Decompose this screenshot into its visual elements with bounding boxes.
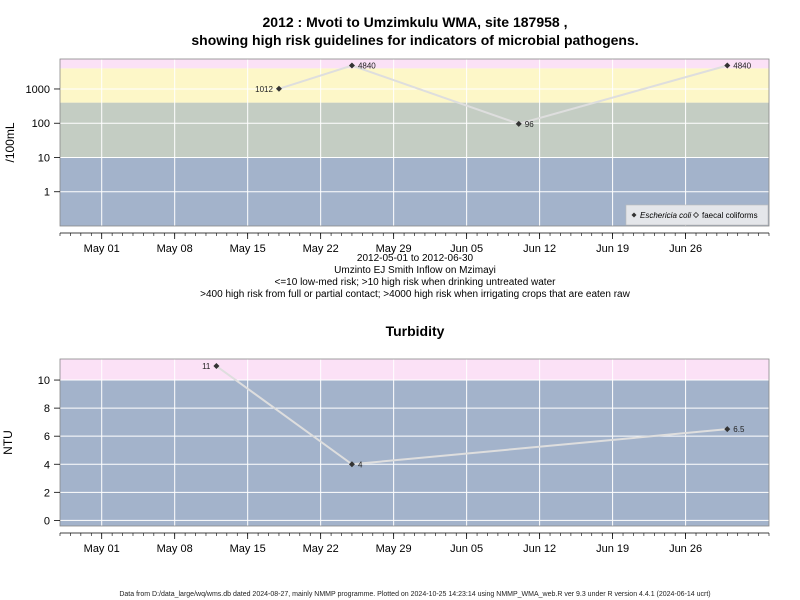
caption-drinking-risk: <=10 low-med risk; >10 high risk when dr…	[275, 277, 557, 288]
band-1	[60, 102, 769, 158]
caption-date-range: 2012-05-01 to 2012-06-30	[357, 253, 474, 264]
y-tick-label-5: 10	[38, 375, 50, 387]
y-tick-label-2: 100	[32, 118, 50, 130]
data-point-0-1	[348, 461, 355, 468]
turbidity-title: Turbidity	[386, 323, 445, 339]
caption-contact-risk: >400 high risk from full or partial cont…	[200, 289, 630, 300]
data-label-0-0: 11	[202, 362, 211, 371]
x-tick-label-2: May 15	[230, 243, 266, 255]
x-tick-label-7: Jun 19	[596, 543, 629, 555]
x-tick-label-6: Jun 12	[523, 243, 556, 255]
y-tick-label-2: 4	[44, 459, 50, 471]
data-point-0-0	[213, 363, 220, 370]
y-tick-label-4: 8	[44, 403, 50, 415]
data-point-0-2	[515, 120, 522, 127]
data-label-0-2: 6.5	[733, 425, 745, 434]
series-line-0	[278, 64, 728, 125]
x-tick-label-5: Jun 05	[450, 243, 483, 255]
data-point-0-3	[724, 62, 731, 69]
chart-title-line2: showing high risk guidelines for indicat…	[191, 32, 638, 48]
data-point-0-2	[724, 426, 731, 433]
x-tick-label-1: May 08	[157, 543, 193, 555]
data-point-0-1	[348, 62, 355, 69]
x-tick-label-2: May 15	[230, 543, 266, 555]
x-tick-label-8: Jun 26	[669, 543, 702, 555]
data-label-0-0: 1012	[255, 85, 273, 94]
band-2	[60, 68, 769, 103]
legend-marker-0	[631, 212, 637, 218]
x-tick-label-7: Jun 19	[596, 243, 629, 255]
band-0	[60, 380, 769, 526]
y-tick-label-1: 2	[44, 487, 50, 499]
legend-label-1: faecal coliforms	[702, 211, 758, 220]
caption-site-name: Umzinto EJ Smith Inflow on Mzimayi	[334, 265, 496, 276]
data-label-0-1: 4	[358, 460, 363, 469]
x-tick-label-8: Jun 26	[669, 243, 702, 255]
y-tick-label-3: 1000	[26, 84, 50, 96]
legend-box	[625, 204, 769, 226]
x-tick-label-0: May 01	[84, 243, 120, 255]
footer-text: Data from D:/data_large/wq/wms.db dated …	[119, 591, 710, 598]
plot-border	[59, 58, 770, 227]
y-tick-label-1: 10	[38, 152, 50, 164]
x-tick-label-6: Jun 12	[523, 543, 556, 555]
turbidity-plot: May 01 May 08 May 15 May 22 May 29 Jun 05 Jun …	[1, 358, 770, 555]
y-tick-label-3: 6	[44, 431, 50, 443]
band-1	[60, 359, 769, 381]
chart-title-line1: 2012 : Mvoti to Umzimkulu WMA, site 1879…	[263, 14, 568, 30]
y-tick-label-0: 1	[44, 187, 50, 199]
y-axis-label: /100mL	[3, 122, 17, 162]
x-tick-label-3: May 22	[303, 543, 339, 555]
x-tick-label-3: May 22	[303, 243, 339, 255]
x-tick-label-1: May 08	[157, 243, 193, 255]
x-tick-label-5: Jun 05	[450, 543, 483, 555]
y-tick-label-0: 0	[44, 515, 50, 527]
legend-label-0: Eschericia coli	[640, 211, 691, 220]
x-tick-label-4: May 29	[376, 243, 412, 255]
x-tick-label-0: May 01	[84, 543, 120, 555]
band-3	[60, 59, 769, 69]
data-label-0-1: 4840	[358, 62, 376, 71]
data-point-0-0	[275, 85, 282, 92]
x-tick-label-4: May 29	[376, 543, 412, 555]
microbial-plot: May 01 May 08 May 15 May 22 May 29 Jun 05 Jun …	[3, 58, 770, 255]
legend-marker-1	[692, 211, 700, 219]
data-label-0-3: 4840	[733, 62, 751, 71]
y-axis-label: NTU	[1, 430, 15, 455]
plot-border	[59, 358, 770, 527]
data-label-0-2: 96	[525, 120, 534, 129]
